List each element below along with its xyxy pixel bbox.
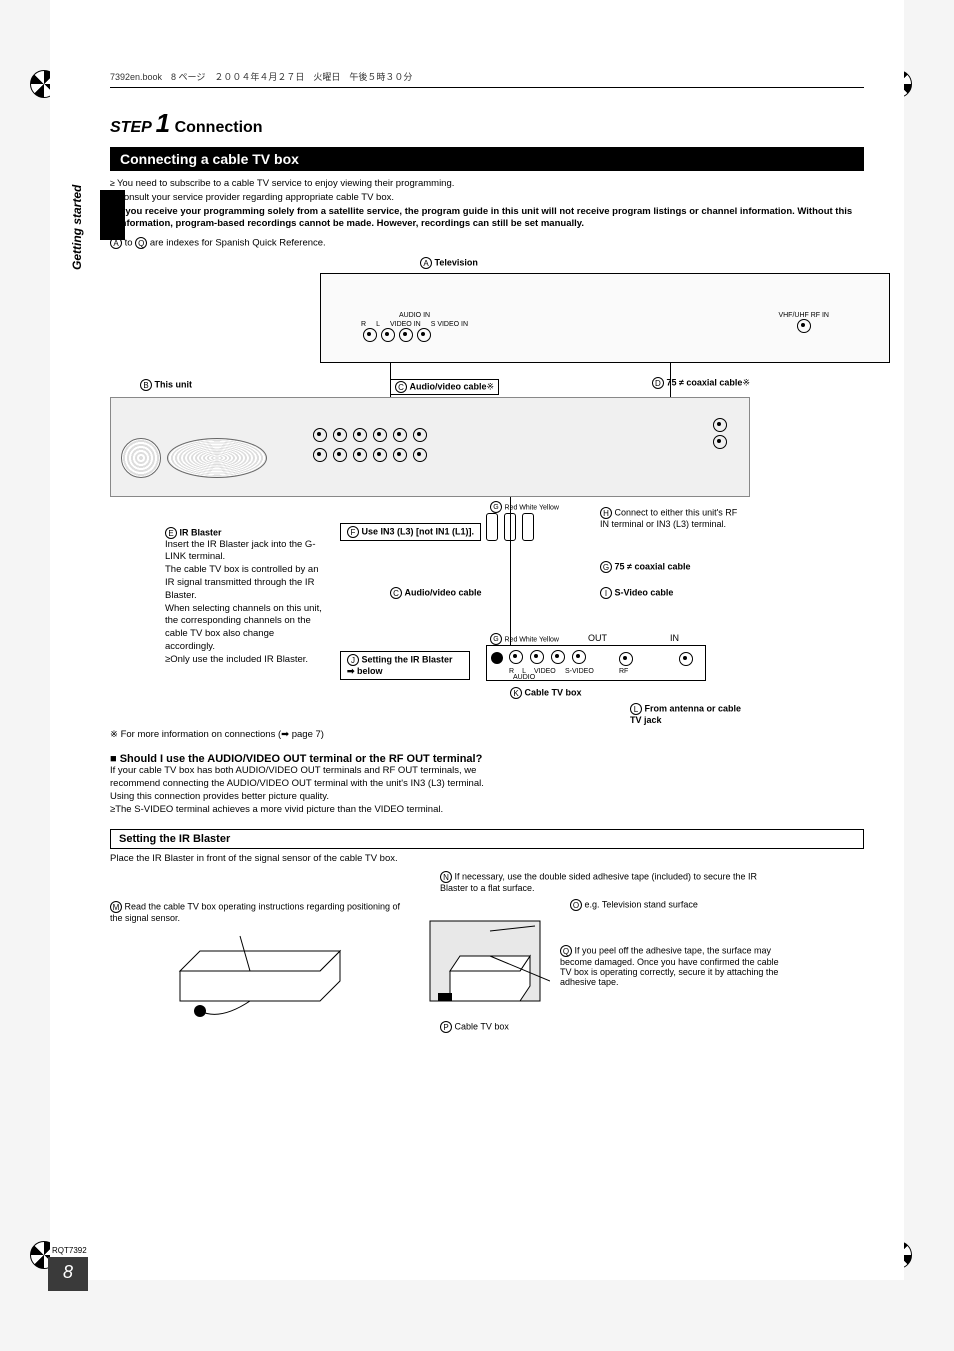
label-c2: C Audio/video cable [390,587,482,599]
tv-ports: AUDIO IN RLVIDEO INS VIDEO IN [361,312,468,345]
label-m: M Read the cable TV box operating instru… [110,901,410,923]
terminal-question: ■ Should I use the AUDIO/VIDEO OUT termi… [110,753,490,816]
in-label: IN [670,633,679,643]
bottom-diagrams: M Read the cable TV box operating instru… [110,871,864,1061]
bullet-item: Consult your service provider regarding … [110,191,864,205]
label-j: J Setting the IR Blaster➡ below [340,651,470,680]
section-bar: Connecting a cable TV box [110,147,864,171]
page-number: 8 [48,1257,88,1287]
label-p: P Cable TV box [440,1021,509,1033]
label-q: Q If you peel off the adhesive tape, the… [560,945,780,987]
label-o: O e.g. Television stand surface [570,899,698,911]
connection-diagram: A Television AUDIO IN RLVIDEO INS VIDEO … [110,257,864,727]
label-i: I S-Video cable [600,587,673,599]
sidebar-label: Getting started [70,185,84,270]
label-b: B This unit [140,379,192,391]
tv-rf-port: VHF/UHF RF IN [778,312,829,336]
step-title: STEP 1 Connection [110,108,864,139]
footnote: ※ For more information on connections (➡… [110,729,864,742]
q-body1: If your cable TV box has both AUDIO/VIDE… [110,765,490,803]
ir-section-title: Setting the IR Blaster [110,829,864,849]
step-suffix: Connection [175,119,263,136]
label-k: K Cable TV box [510,687,582,699]
label-f: F Use IN3 (L3) [not IN1 (L1)]. [340,523,481,541]
page-number-box: 8 [48,1257,88,1291]
index-note: A to Q are indexes for Spanish Quick Ref… [110,237,864,250]
bullet-list: You need to subscribe to a cable TV serv… [110,177,864,231]
circle-q: Q [135,237,147,249]
step-prefix: STEP [110,119,151,136]
bullet-item: You need to subscribe to a cable TV serv… [110,177,864,191]
step-number: 1 [156,108,170,138]
out-label: OUT [588,633,607,643]
label-h: H Connect to either this unit's RF IN te… [600,507,740,529]
ir-place: Place the IR Blaster in front of the sig… [110,853,470,866]
publication-code: RQT7392 [52,1246,87,1255]
label-n: N If necessary, use the double sided adh… [440,871,760,893]
box-svg [160,931,360,1021]
q-title: ■ Should I use the AUDIO/VIDEO OUT termi… [110,753,490,765]
label-rwy2: G Red White Yellow [490,633,559,645]
label-g: G 75 ≠ coaxial cable [600,561,691,573]
label-d: D 75 ≠ coaxial cable※ [630,377,750,389]
label-a: A Television [420,257,478,269]
main-unit-panel [110,397,750,497]
page: 7392en.book 8 ページ ２００４年４月２７日 火曜日 午後５時３０分… [50,0,904,1280]
header-watermark: 7392en.book 8 ページ ２００４年４月２７日 火曜日 午後５時３０分 [110,70,864,83]
sidebar-tab [100,190,125,240]
cable-box-drawing-left [160,931,360,1001]
label-l: L From antenna or cable TV jack [630,703,750,725]
q-body2: ≥The S-VIDEO terminal achieves a more vi… [110,804,490,817]
unit-left-ports [121,438,267,478]
label-rwy1: G Red White Yellow [490,501,559,513]
label-e: E IR Blaster Insert the IR Blaster jack … [165,527,325,667]
header-rule [110,87,864,88]
label-c: C Audio/video cable※ [390,379,499,395]
tv-rear-panel: AUDIO IN RLVIDEO INS VIDEO IN VHF/UHF RF… [320,273,890,363]
cable-tv-box-panel: RLVIDEO AUDIO S-VIDEO RF [486,645,706,681]
unit-right-ports [711,418,729,452]
bullet-item: If you receive your programming solely f… [110,205,864,232]
unit-mid-ports [311,428,429,462]
tv-stand-drawing [420,901,550,1011]
